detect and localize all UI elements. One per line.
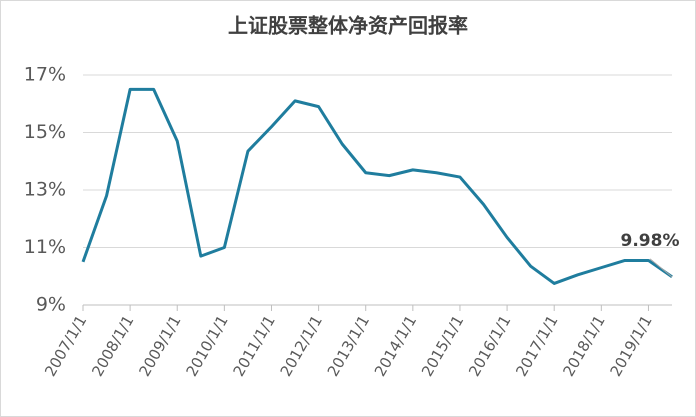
data-line xyxy=(81,87,673,285)
y-tick-label: 11% xyxy=(24,236,66,258)
data-label: 9.98% xyxy=(621,231,680,251)
y-tick-label: 17% xyxy=(24,64,66,86)
y-tick-label: 9% xyxy=(36,294,66,316)
y-tick-label: 15% xyxy=(24,121,66,143)
label-leader xyxy=(649,258,673,278)
y-tick-label: 13% xyxy=(24,179,66,201)
chart-title: 上证股票整体净资产回报率 xyxy=(228,14,468,38)
